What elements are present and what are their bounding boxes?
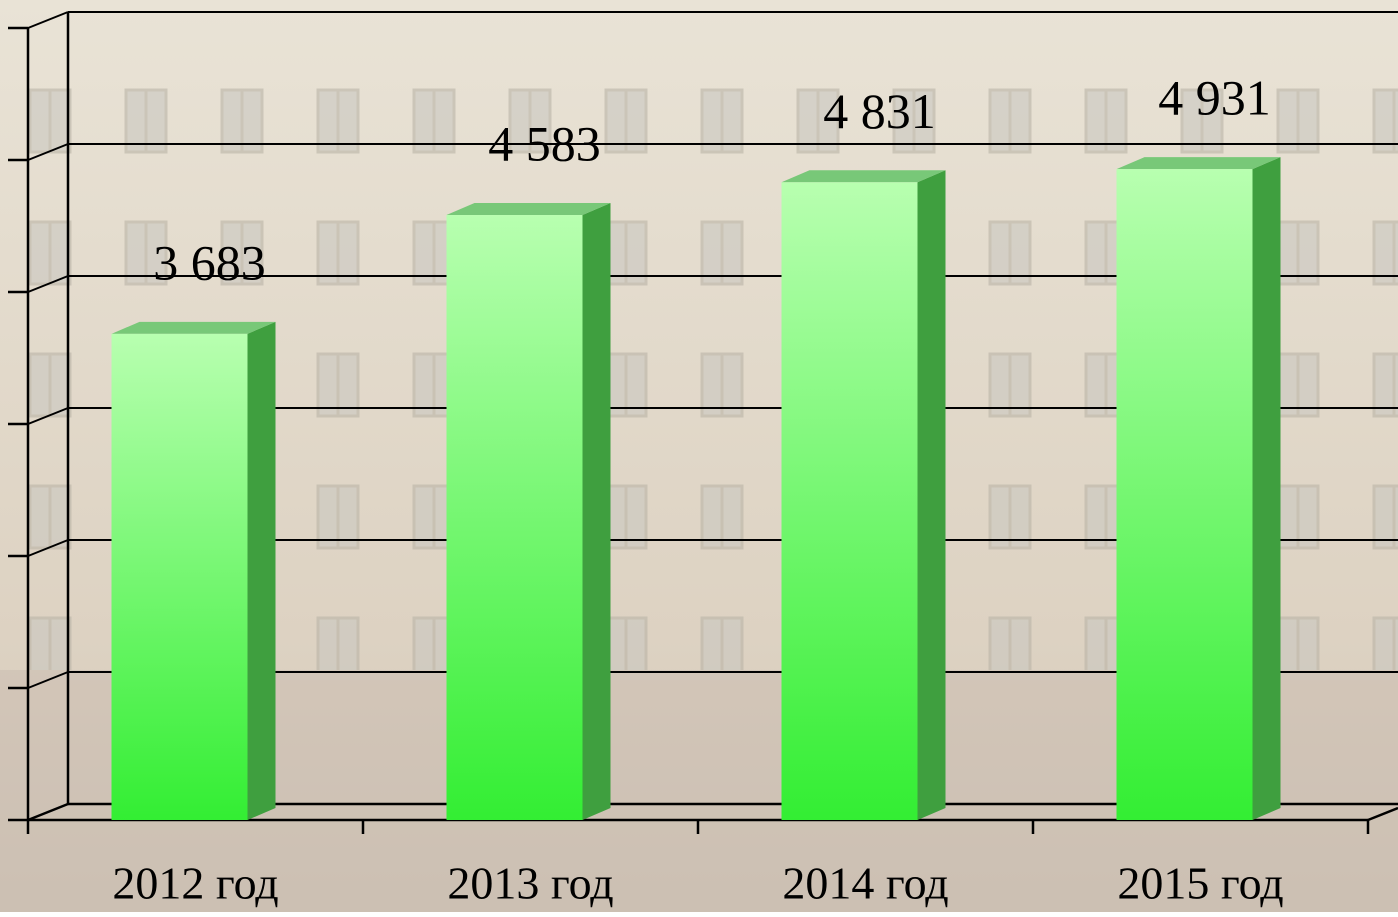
bar — [446, 215, 583, 820]
value-label: 4 931 — [1158, 70, 1271, 126]
bar — [781, 182, 918, 821]
value-label: 4 831 — [823, 83, 936, 139]
bar-side — [247, 321, 276, 820]
value-label: 3 683 — [153, 234, 266, 290]
bar-top — [446, 203, 611, 216]
bar-side — [917, 170, 946, 821]
bar-side — [1252, 157, 1281, 820]
grid-line — [27, 11, 69, 29]
bar — [1116, 169, 1253, 820]
value-label: 4 583 — [488, 116, 601, 172]
floor-left — [27, 802, 69, 822]
bar-top — [1116, 157, 1281, 170]
bar-top — [111, 321, 276, 334]
x-tick-label: 2014 год — [782, 858, 948, 909]
grid-line — [27, 407, 69, 425]
grid-line — [27, 143, 69, 161]
bar-side — [582, 203, 611, 820]
bar-top — [781, 170, 946, 183]
bar — [111, 333, 248, 820]
floor-right — [1367, 806, 1398, 822]
grid-line — [27, 275, 69, 293]
x-tick-label: 2012 год — [112, 858, 278, 909]
x-tick-label: 2015 год — [1117, 858, 1283, 909]
grid-line — [27, 671, 69, 689]
grid-line — [27, 539, 69, 557]
x-tick-label: 2013 год — [447, 858, 613, 909]
